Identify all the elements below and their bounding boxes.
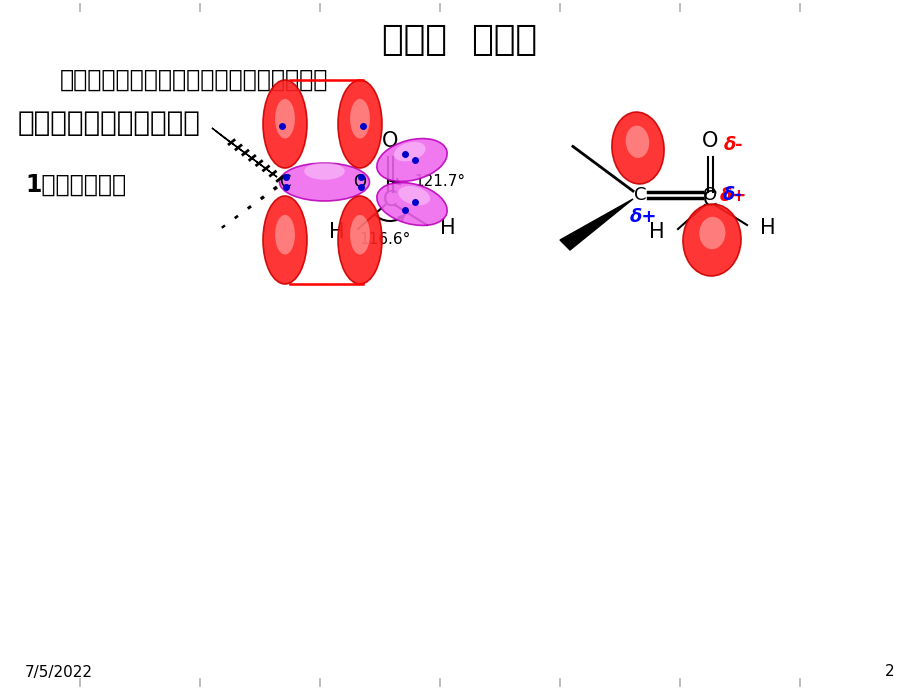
Ellipse shape	[625, 126, 649, 158]
Ellipse shape	[350, 215, 369, 255]
Text: O: O	[702, 186, 716, 204]
Ellipse shape	[393, 142, 425, 161]
Ellipse shape	[263, 196, 307, 284]
Ellipse shape	[682, 204, 740, 276]
Text: O: O	[701, 131, 718, 151]
Text: 116.6°: 116.6°	[359, 232, 410, 247]
Ellipse shape	[350, 99, 369, 139]
Text: 1、醛酮的结构: 1、醛酮的结构	[25, 173, 126, 197]
Text: H: H	[759, 218, 775, 238]
Ellipse shape	[398, 186, 429, 206]
Text: C: C	[382, 190, 397, 210]
Ellipse shape	[304, 163, 345, 180]
Ellipse shape	[698, 217, 725, 249]
Polygon shape	[211, 128, 277, 177]
Ellipse shape	[377, 139, 447, 181]
Text: 第一节  醛、酮: 第一节 醛、酮	[382, 23, 537, 57]
Ellipse shape	[337, 196, 381, 284]
Text: δ-: δ-	[723, 136, 743, 154]
Text: H: H	[649, 222, 664, 242]
Text: 醛和酮是分子中含有羰基官能团的有机物。: 醛和酮是分子中含有羰基官能团的有机物。	[60, 68, 328, 92]
Text: 一、醛、酮的结构和分类: 一、醛、酮的结构和分类	[18, 109, 200, 137]
Text: C: C	[702, 190, 717, 210]
Text: C: C	[633, 186, 645, 204]
Text: δ+: δ+	[720, 187, 746, 205]
Ellipse shape	[337, 80, 381, 168]
Text: 121.7°: 121.7°	[414, 175, 465, 190]
Text: O: O	[381, 131, 398, 151]
Ellipse shape	[275, 215, 295, 255]
Ellipse shape	[279, 163, 369, 201]
Text: δ+: δ+	[630, 208, 657, 226]
Text: 2: 2	[884, 664, 894, 680]
Text: δ-: δ-	[722, 186, 742, 204]
Ellipse shape	[377, 183, 447, 226]
Text: C: C	[279, 173, 290, 191]
Ellipse shape	[263, 80, 307, 168]
Ellipse shape	[611, 112, 664, 184]
Text: H: H	[439, 218, 455, 238]
Ellipse shape	[275, 99, 295, 139]
Text: O: O	[353, 173, 366, 191]
Text: H: H	[329, 222, 345, 242]
Text: 7/5/2022: 7/5/2022	[25, 664, 93, 680]
Polygon shape	[560, 199, 632, 250]
